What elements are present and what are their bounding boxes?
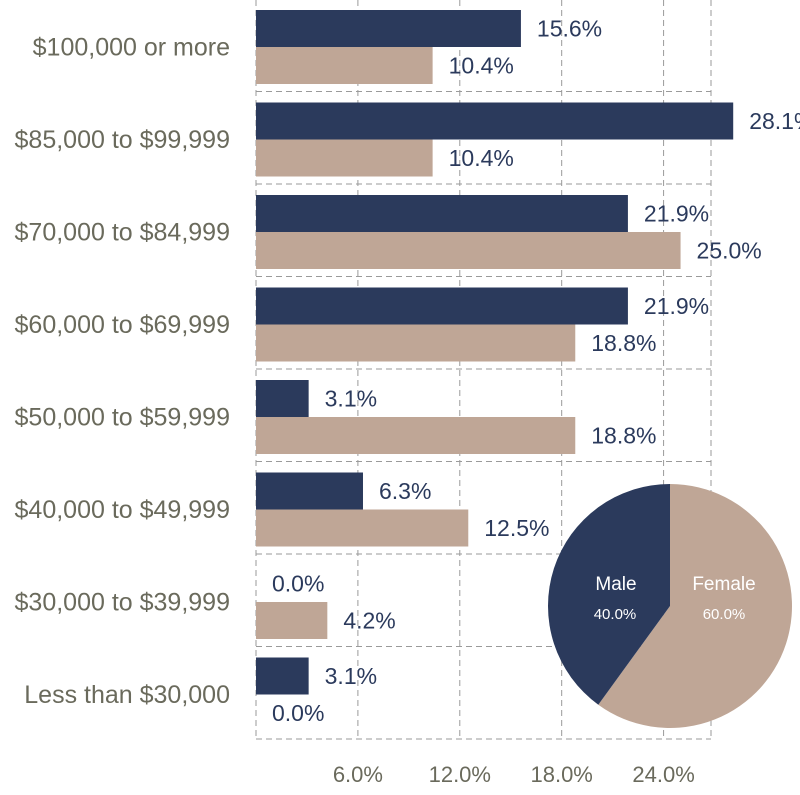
- bar-series1-4: [256, 417, 576, 454]
- data-label-series0-0: 15.6%: [537, 16, 602, 42]
- x-tick-label-3: 24.0%: [632, 762, 694, 787]
- pie-chart: Male 40.0% Female 60.0%: [547, 483, 792, 728]
- data-label-series0-3: 21.9%: [644, 293, 709, 319]
- bar-series1-3: [256, 324, 576, 362]
- x-tick-label-1: 12.0%: [429, 762, 491, 787]
- bar-series0-4: [256, 380, 309, 417]
- bar-series1-5: [256, 509, 469, 547]
- data-label-series1-7: 0.0%: [272, 700, 324, 726]
- data-label-series1-3: 18.8%: [591, 330, 656, 356]
- bar-series0-2: [256, 195, 628, 232]
- bar-series1-0: [256, 47, 433, 84]
- category-label-1: $85,000 to $99,999: [15, 126, 230, 154]
- pie-label-female: Female: [692, 574, 755, 595]
- bars-layer: [256, 10, 734, 695]
- bar-series1-6: [256, 602, 328, 639]
- bar-series0-3: [256, 287, 628, 325]
- category-label-2: $70,000 to $84,999: [15, 218, 230, 246]
- bar-series1-1: [256, 139, 433, 177]
- data-label-series0-1: 28.1%: [749, 108, 800, 134]
- data-label-series0-6: 0.0%: [272, 571, 324, 597]
- pie-value-female: 60.0%: [703, 606, 746, 623]
- bar-series0-5: [256, 472, 363, 510]
- data-label-series1-6: 4.2%: [343, 608, 395, 634]
- category-label-4: $50,000 to $59,999: [15, 403, 230, 431]
- data-label-series0-2: 21.9%: [644, 201, 709, 227]
- bar-series0-7: [256, 657, 309, 695]
- category-label-5: $40,000 to $49,999: [15, 496, 230, 524]
- data-label-series1-0: 10.4%: [449, 53, 514, 79]
- bar-series0-0: [256, 10, 521, 47]
- data-label-series0-5: 6.3%: [379, 478, 431, 504]
- bar-series1-2: [256, 232, 681, 269]
- data-label-series1-1: 10.4%: [449, 145, 514, 171]
- pie-slice-female: [598, 484, 792, 728]
- data-label-series0-4: 3.1%: [325, 386, 377, 412]
- category-label-0: $100,000 or more: [33, 33, 230, 61]
- category-label-3: $60,000 to $69,999: [15, 311, 230, 339]
- pie-slice-male: [547, 483, 670, 705]
- labels-layer: 15.6% 10.4% $100,000 or more 28.1% 10.4% $85,…: [15, 16, 800, 788]
- data-label-series1-4: 18.8%: [591, 423, 656, 449]
- category-label-6: $30,000 to $39,999: [15, 588, 230, 616]
- data-label-series1-5: 12.5%: [484, 515, 549, 541]
- category-label-7: Less than $30,000: [24, 681, 230, 709]
- x-tick-label-0: 6.0%: [333, 762, 383, 787]
- data-label-series1-2: 25.0%: [697, 238, 762, 264]
- pie-value-male: 40.0%: [594, 606, 637, 623]
- pie-label-male: Male: [595, 574, 636, 595]
- bar-series0-1: [256, 102, 734, 140]
- data-label-series0-7: 3.1%: [325, 663, 377, 689]
- x-tick-label-2: 18.0%: [530, 762, 592, 787]
